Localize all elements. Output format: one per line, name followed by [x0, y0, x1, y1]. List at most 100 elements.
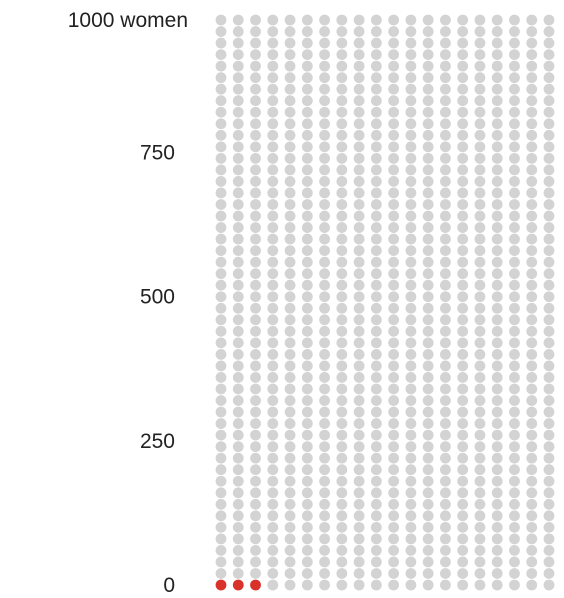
dot [250, 372, 261, 383]
dot [388, 245, 400, 257]
dot [301, 26, 313, 37]
dot [284, 383, 296, 395]
dot [405, 14, 417, 26]
dot [301, 487, 313, 499]
dot [336, 233, 348, 245]
dot [491, 314, 503, 326]
dot [440, 579, 451, 591]
dot [232, 141, 244, 153]
dot [491, 545, 503, 556]
dot [526, 383, 538, 395]
dot [474, 268, 486, 280]
dot [370, 152, 382, 164]
dot [405, 314, 417, 326]
dot [353, 152, 365, 164]
dot [491, 452, 503, 464]
dot [267, 268, 279, 280]
dot [284, 406, 296, 418]
dot [336, 498, 348, 510]
dot [440, 337, 451, 349]
dot [422, 314, 434, 326]
dot [370, 164, 382, 176]
dot [440, 49, 451, 60]
dot [491, 441, 503, 453]
dot [250, 314, 261, 326]
dot [440, 222, 451, 233]
dot [353, 129, 365, 141]
dot [509, 568, 520, 579]
dot [301, 498, 313, 510]
dot [370, 418, 382, 429]
dot [474, 141, 486, 153]
dot [440, 521, 451, 533]
dot [526, 545, 538, 556]
dot [267, 406, 279, 418]
dot [388, 95, 400, 107]
dot [457, 233, 469, 245]
dot [232, 418, 244, 429]
dot [353, 222, 365, 233]
dot [250, 360, 261, 372]
dot [474, 475, 486, 487]
dot [388, 26, 400, 37]
dot [543, 60, 555, 72]
dot [232, 233, 244, 245]
dot [232, 568, 244, 579]
dot [457, 268, 469, 280]
dot [543, 395, 555, 406]
dot [232, 302, 244, 314]
dot [232, 152, 244, 164]
dot [353, 72, 365, 84]
dot [284, 106, 296, 118]
dot [388, 60, 400, 72]
dot [388, 510, 400, 522]
dot [509, 199, 520, 210]
dot [405, 129, 417, 141]
dot [509, 487, 520, 499]
dot [526, 245, 538, 257]
dot [232, 222, 244, 233]
dot [284, 210, 296, 222]
dot [319, 268, 330, 280]
dot [509, 325, 520, 337]
dot [284, 14, 296, 26]
dot [509, 176, 520, 187]
dot [526, 418, 538, 429]
dot [301, 556, 313, 568]
dot [301, 72, 313, 84]
dot [526, 37, 538, 49]
dot [526, 556, 538, 568]
dot [336, 302, 348, 314]
dot [491, 372, 503, 383]
dot [543, 256, 555, 268]
dot [405, 452, 417, 464]
dot [250, 568, 261, 579]
dot [474, 291, 486, 303]
dot [526, 325, 538, 337]
dot [405, 37, 417, 49]
dot [301, 222, 313, 233]
dot [422, 222, 434, 233]
dot [370, 452, 382, 464]
dot [440, 418, 451, 429]
dot [215, 26, 227, 37]
dot [250, 60, 261, 72]
dot [336, 395, 348, 406]
dot [353, 452, 365, 464]
dot [422, 418, 434, 429]
dot [250, 429, 261, 441]
dot [422, 475, 434, 487]
dot [509, 60, 520, 72]
dot [250, 83, 261, 95]
dot [301, 256, 313, 268]
dot [457, 14, 469, 26]
dot [543, 279, 555, 291]
dot [440, 279, 451, 291]
dot [388, 568, 400, 579]
dot [474, 176, 486, 187]
dot [509, 406, 520, 418]
dot [440, 545, 451, 556]
dot [232, 325, 244, 337]
dot [526, 14, 538, 26]
dot [457, 176, 469, 187]
